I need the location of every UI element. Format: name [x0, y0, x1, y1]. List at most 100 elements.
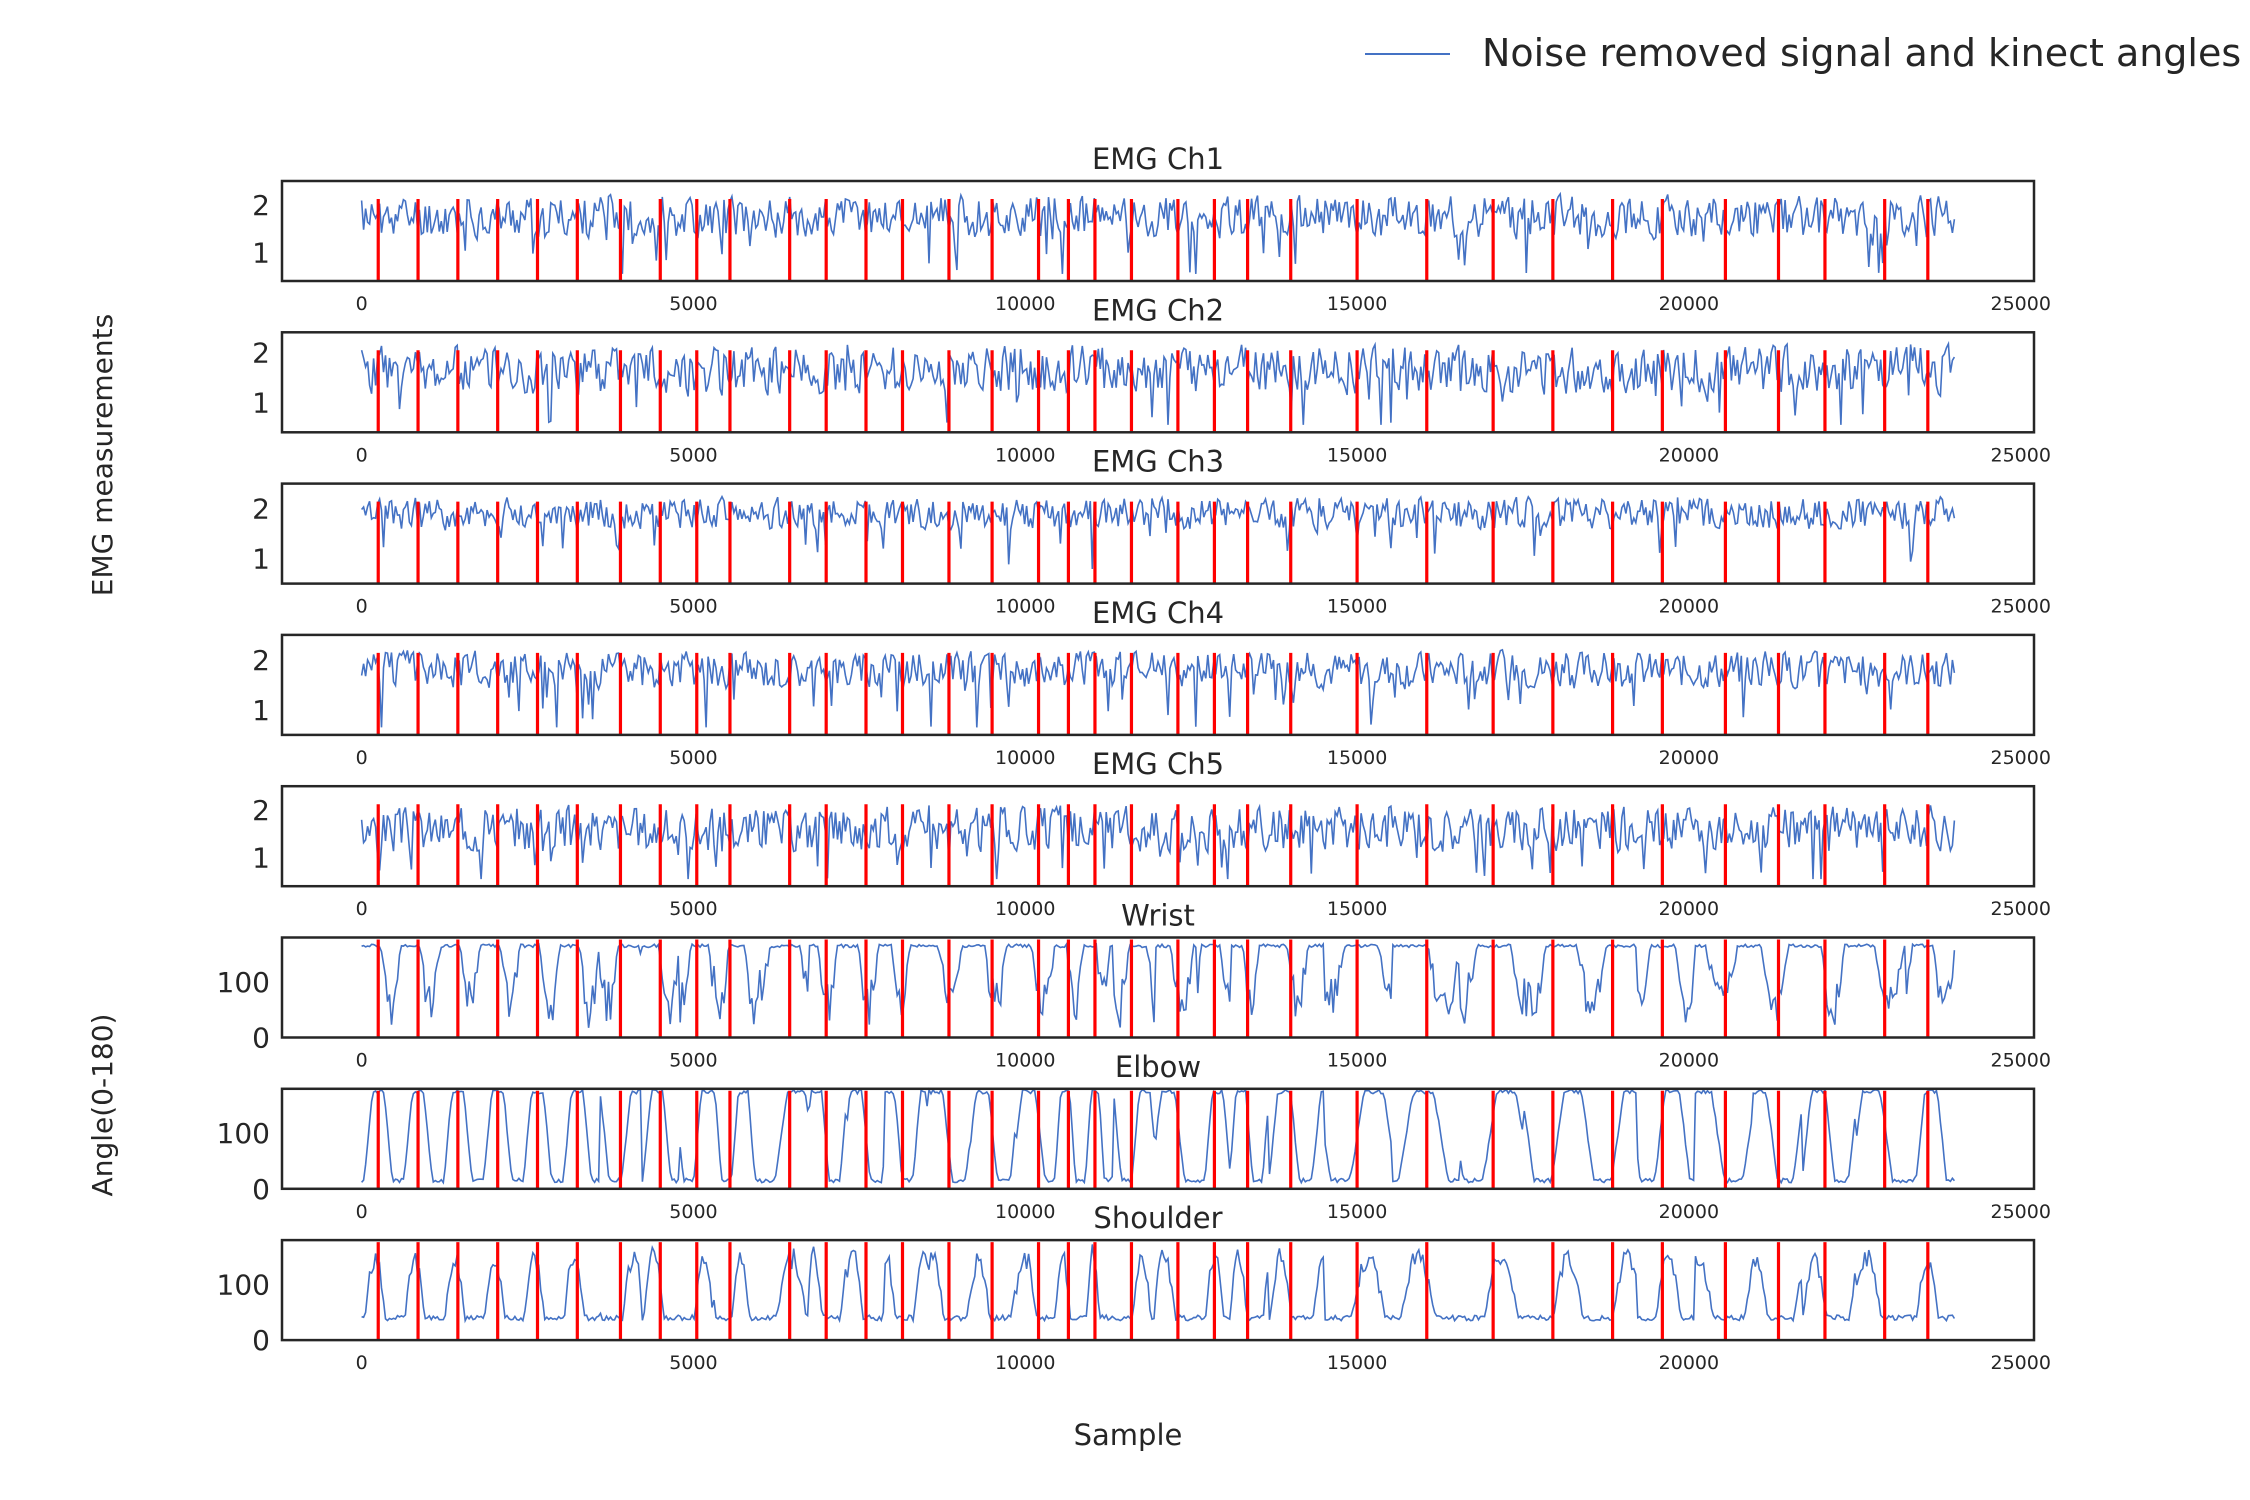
x-tick-label: 20000: [1659, 898, 1719, 920]
x-tick-label: 5000: [669, 747, 717, 769]
x-tick-label: 0: [356, 596, 368, 618]
panel-emg-ch2: EMG Ch2 1 2 0 5000 10000 15000 20000 25000: [252, 293, 2051, 466]
y-tick-label: 0: [252, 1173, 270, 1206]
x-tick-label: 10000: [995, 596, 1055, 618]
x-tick-label: 15000: [1327, 898, 1387, 920]
x-tick-label: 10000: [995, 444, 1055, 466]
axes-frame: [280, 936, 2036, 1039]
panel-emg-ch4: EMG Ch4 1 2 0 5000 10000 15000 20000 25000: [252, 596, 2051, 769]
x-tick-label: 5000: [669, 1352, 717, 1374]
x-tick-label: 10000: [995, 1050, 1055, 1072]
axes-frame: [280, 633, 2036, 737]
y-tick-label: 2: [252, 189, 270, 222]
panel-title: EMG Ch3: [1092, 445, 1224, 479]
panel-wrist: Wrist 0 100 0 5000 10000 15000 20000 25000: [217, 899, 2051, 1072]
axes-frame: [280, 482, 2036, 585]
signal-line: [360, 803, 1956, 880]
y-tick-label: 1: [252, 386, 270, 419]
x-tick-label: 5000: [669, 444, 717, 466]
x-tick-label: 25000: [1991, 444, 2051, 466]
x-tick-label: 25000: [1991, 1201, 2051, 1223]
axes-frame: [280, 784, 2036, 888]
x-tick-label: 15000: [1327, 747, 1387, 769]
panel-title: Elbow: [1115, 1050, 1201, 1084]
panel-emg-ch1: EMG Ch1 1 2 0 5000 10000 15000 20000 25000: [252, 142, 2051, 315]
y-tick-label: 2: [252, 794, 270, 827]
x-tick-label: 5000: [669, 898, 717, 920]
x-tick-label: 25000: [1991, 898, 2051, 920]
y-tick-label: 1: [252, 543, 270, 576]
panel-title: EMG Ch4: [1092, 596, 1224, 630]
x-tick-label: 20000: [1659, 444, 1719, 466]
x-tick-label: 25000: [1991, 596, 2051, 618]
x-tick-label: 25000: [1991, 1352, 2051, 1374]
y-tick-label: 2: [252, 336, 270, 369]
panel-title: EMG Ch1: [1092, 142, 1224, 176]
x-tick-label: 15000: [1327, 596, 1387, 618]
x-tick-label: 25000: [1991, 1050, 2051, 1072]
panel-elbow: Elbow 0 100 0 5000 10000 15000 20000 25000: [217, 1050, 2051, 1223]
panel-shoulder: Shoulder 0 100 0 5000 10000 15000 20000 25000: [217, 1201, 2051, 1374]
x-tick-label: 25000: [1991, 293, 2051, 315]
y-tick-label: 1: [252, 694, 270, 727]
x-tick-label: 0: [356, 898, 368, 920]
x-tick-label: 10000: [995, 1352, 1055, 1374]
angle-group-ylabel: Angle(0-180): [86, 1014, 119, 1197]
x-tick-label: 20000: [1659, 1352, 1719, 1374]
legend: Noise removed signal and kinect angles: [1365, 31, 2241, 75]
panel-title: EMG Ch2: [1092, 293, 1224, 327]
x-tick-label: 15000: [1327, 293, 1387, 315]
x-tick-label: 10000: [995, 1201, 1055, 1223]
signal-line: [361, 1244, 1956, 1324]
x-tick-label: 5000: [669, 1050, 717, 1072]
x-tick-label: 25000: [1991, 747, 2051, 769]
y-tick-label: 0: [252, 1324, 270, 1357]
panel-emg-ch5: EMG Ch5 1 2 0 5000 10000 15000 20000 25000: [252, 747, 2051, 920]
y-tick-label: 1: [252, 236, 270, 269]
x-tick-label: 20000: [1659, 747, 1719, 769]
x-tick-label: 20000: [1659, 1050, 1719, 1072]
x-tick-label: 15000: [1327, 444, 1387, 466]
y-tick-label: 0: [252, 1022, 270, 1055]
y-tick-label: 100: [217, 1117, 270, 1150]
signal-line: [361, 941, 1956, 1028]
x-tick-label: 5000: [669, 596, 717, 618]
y-tick-label: 100: [217, 1269, 270, 1302]
axes-frame: [280, 1238, 2036, 1342]
y-tick-label: 2: [252, 493, 270, 526]
y-tick-label: 100: [217, 966, 270, 999]
signal-line: [360, 340, 1956, 425]
panel-emg-ch3: EMG Ch3 1 2 0 5000 10000 15000 20000 25000: [252, 445, 2051, 618]
x-tick-label: 0: [356, 1352, 368, 1374]
x-tick-label: 15000: [1327, 1050, 1387, 1072]
x-tick-label: 10000: [995, 898, 1055, 920]
panel-title: Wrist: [1121, 899, 1195, 933]
x-tick-label: 5000: [669, 1201, 717, 1223]
x-tick-label: 10000: [995, 747, 1055, 769]
x-tick-label: 20000: [1659, 596, 1719, 618]
legend-label: Noise removed signal and kinect angles: [1482, 31, 2241, 75]
x-tick-label: 0: [356, 1201, 368, 1223]
y-tick-label: 2: [252, 644, 270, 677]
x-tick-label: 15000: [1327, 1201, 1387, 1223]
axes-frame: [280, 179, 2036, 283]
panel-title: EMG Ch5: [1092, 747, 1224, 781]
x-tick-label: 0: [356, 1050, 368, 1072]
x-tick-label: 20000: [1659, 293, 1719, 315]
axes-frame: [280, 1087, 2036, 1191]
x-tick-label: 0: [356, 747, 368, 769]
signal-line: [360, 191, 1956, 274]
x-tick-label: 0: [356, 293, 368, 315]
signal-line: [360, 494, 1956, 570]
x-axis-label: Sample: [1074, 1418, 1183, 1452]
panel-title: Shoulder: [1093, 1201, 1222, 1235]
x-tick-label: 15000: [1327, 1352, 1387, 1374]
x-tick-label: 20000: [1659, 1201, 1719, 1223]
x-tick-label: 0: [356, 444, 368, 466]
emg-group-ylabel: EMG measurements: [86, 314, 119, 596]
signal-line: [361, 1087, 1956, 1185]
y-tick-label: 1: [252, 842, 270, 875]
signal-line: [360, 648, 1956, 728]
